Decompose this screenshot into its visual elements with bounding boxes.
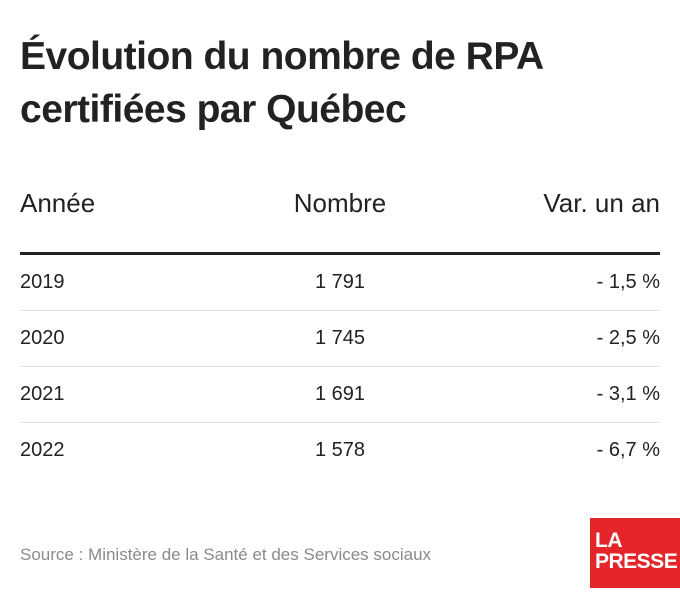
title-line-2: certifiées par Québec (20, 88, 407, 131)
table-row: 2019 1 791 - 1,5 % (20, 253, 660, 311)
table-row: 2021 1 691 - 3,1 % (20, 366, 660, 423)
la-presse-logo: LA PRESSE (590, 518, 680, 588)
infographic: Évolution du nombre de RPA certifiées pa… (20, 0, 680, 614)
cell-count: 1 745 (220, 310, 460, 367)
chart-title: Évolution du nombre de RPA certifiées pa… (20, 30, 660, 136)
column-header-year: Année (20, 186, 220, 255)
column-header-count: Nombre (220, 186, 460, 255)
cell-year: 2020 (20, 310, 220, 367)
cell-change: - 1,5 % (460, 253, 660, 311)
data-table: Année Nombre Var. un an 2019 1 791 - 1,5… (20, 186, 660, 478)
logo-line-1: LA (595, 529, 623, 552)
cell-count: 1 578 (314, 439, 366, 461)
cell-change: - 2,5 % (460, 310, 660, 367)
cell-year: 2019 (20, 253, 220, 311)
cell-count: 1 791 (220, 253, 460, 311)
title-line-1: Évolution du nombre de RPA (20, 35, 544, 78)
column-header-change: Var. un an (460, 186, 660, 255)
cell-year: 2022 (20, 439, 65, 461)
table-row: 2020 1 745 - 2,5 % (20, 310, 660, 367)
cell-count: 1 691 (220, 366, 460, 423)
header-row: Année Nombre Var. un an (20, 186, 660, 255)
cell-year: 2021 (20, 366, 220, 423)
cell-change: - 3,1 % (460, 366, 660, 423)
cell-change: - 6,7 % (596, 439, 660, 461)
source-note: Source : Ministère de la Santé et des Se… (20, 545, 432, 564)
logo-line-2: PRESSE (595, 550, 678, 573)
table-row: 2022 1 578 - 6,7 % (20, 423, 660, 479)
